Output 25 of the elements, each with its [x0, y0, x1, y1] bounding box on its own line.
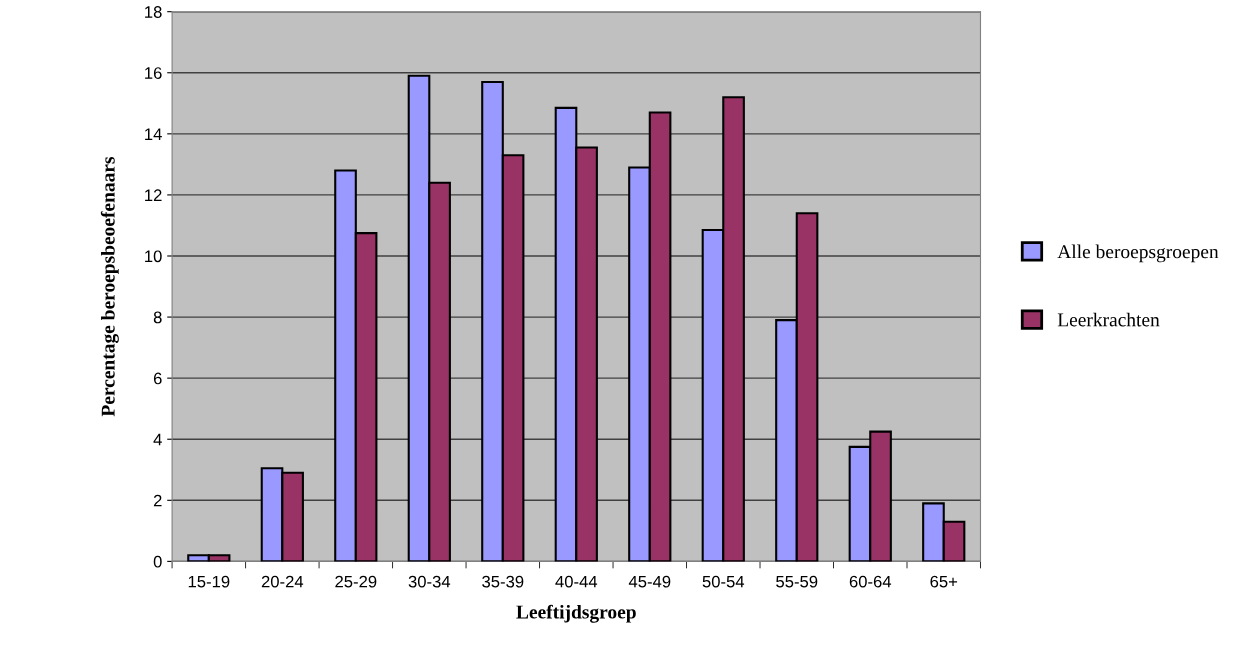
y-tick-label: 2 [153, 494, 162, 507]
x-tick-label: 45-49 [628, 575, 671, 588]
x-axis-title: Leeftijdsgroep [516, 604, 636, 623]
y-tick-label: 10 [145, 250, 162, 263]
legend-label: Leerkrachten [1057, 312, 1160, 327]
y-tick-label: 4 [153, 433, 162, 446]
x-tick-label: 30-34 [408, 575, 451, 588]
y-axis-title: Percentage beroepsbeoefenaars [100, 156, 119, 417]
y-tick-label: 8 [153, 311, 162, 324]
y-tick-label: 12 [145, 189, 162, 201]
x-tick-label: 60-64 [849, 575, 892, 588]
x-tick-label: 50-54 [702, 575, 745, 588]
x-tick-label: 20-24 [261, 575, 304, 588]
y-tick-label: 18 [145, 6, 162, 18]
x-tick-label: 55-59 [776, 575, 818, 588]
y-tick-label: 6 [153, 372, 162, 385]
x-tick-label: 35-39 [482, 575, 524, 588]
x-tick-label: 25-29 [335, 575, 377, 588]
y-tick-label: 16 [145, 67, 162, 79]
x-tick-label: 40-44 [555, 575, 598, 588]
y-tick-label: 14 [145, 128, 162, 140]
legend-label: Alle beroepsgroepen [1057, 244, 1219, 263]
y-tick-label: 0 [153, 555, 162, 568]
x-tick-label: 65+ [930, 575, 958, 588]
x-tick-label: 15-19 [188, 575, 230, 588]
